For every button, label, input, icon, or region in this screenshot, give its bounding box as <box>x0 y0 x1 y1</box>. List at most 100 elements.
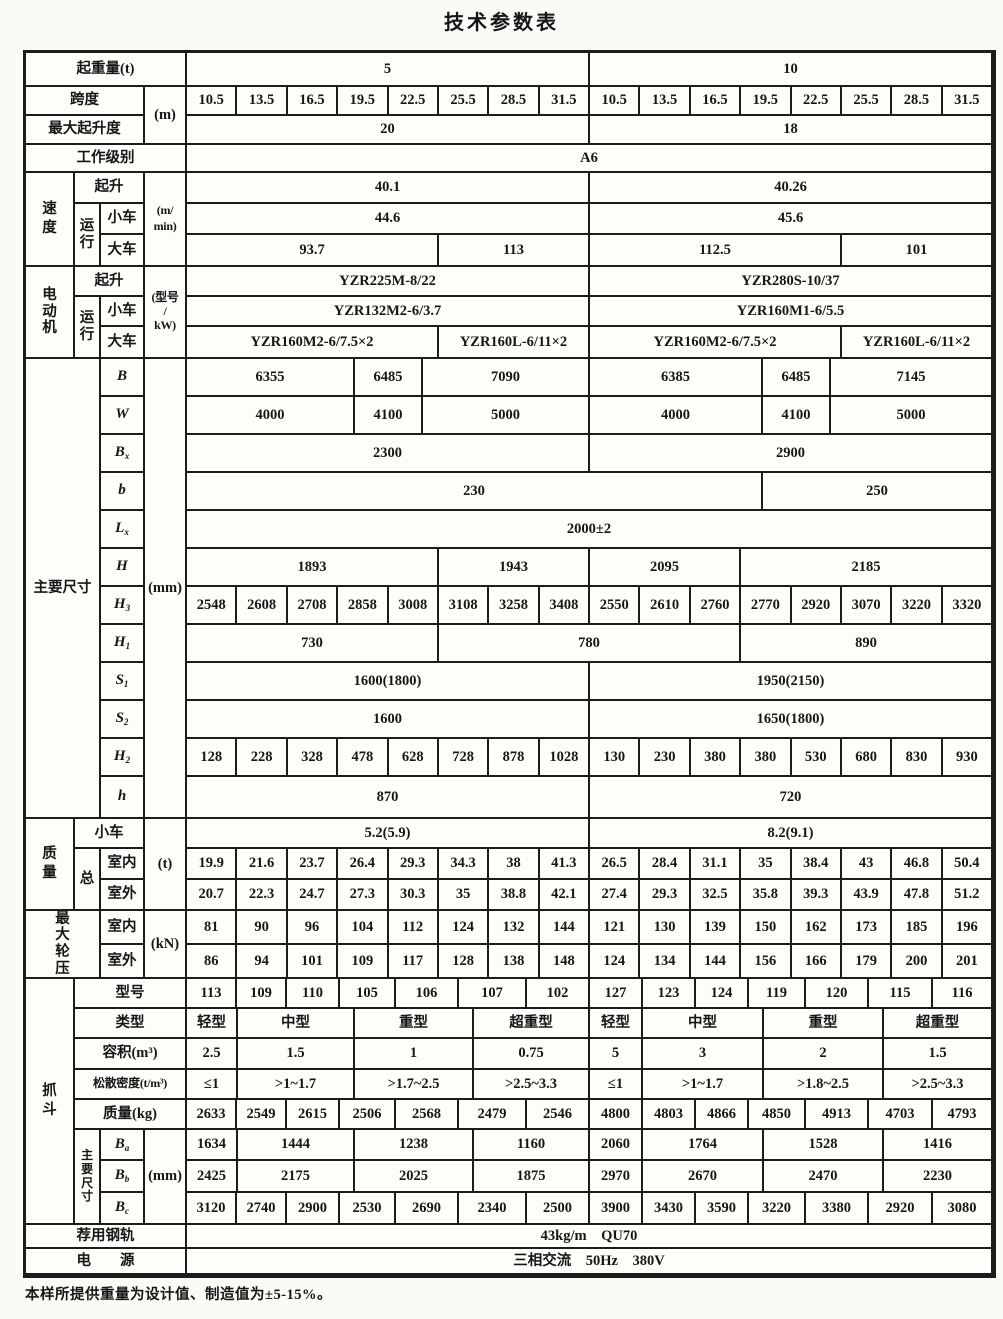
table-cell: 628 <box>388 739 439 777</box>
table-cell: 3590 <box>696 1193 749 1225</box>
table-cell: 2548 <box>187 587 238 625</box>
cell-text: 最大起升度 <box>48 121 121 138</box>
cell-text: 容积(m³) <box>102 1045 158 1062</box>
cell-text: 5000 <box>491 406 520 423</box>
table-cell: 101 <box>842 235 993 267</box>
cell-text: 1528 <box>808 1136 838 1153</box>
table-cell: 109 <box>338 945 389 979</box>
cell-text: 109 <box>250 984 272 1001</box>
table-cell: 19.5 <box>741 87 792 116</box>
table-group: YZR225M-8/22 YZR280S-10/37 <box>187 267 993 297</box>
cell-text: 5 <box>611 1045 620 1062</box>
row-label: 跨度 <box>26 87 145 116</box>
row-wheel-load-indoor: 81 90 96 104 112 124 132 144 121 130 139 150 162 173 1… <box>187 911 993 945</box>
row-total-mass-indoor: 19.9 21.6 23.7 26.4 29.3 34.3 38 41.3 26.5 28.4 31… <box>187 849 993 880</box>
table-cell: 2760 <box>690 587 742 625</box>
table-cell: 201 <box>942 945 993 979</box>
table-group: 跨度 最大起升度 <box>26 87 145 145</box>
row-label: 室内 <box>101 849 145 880</box>
cell-text: 124 <box>452 918 474 935</box>
table-cell: 105 <box>340 979 396 1009</box>
table-cell: YZR160L-6/11×2 <box>842 327 993 359</box>
table-cell: 130 <box>590 739 641 777</box>
cell-text: 小车 <box>94 824 124 841</box>
cell-text: 2506 <box>352 1105 382 1122</box>
table-cell: 32.5 <box>690 880 742 911</box>
cell-text: 93.7 <box>299 241 325 258</box>
cell-text: 2425 <box>197 1167 226 1184</box>
table-cell: 120 <box>806 979 869 1009</box>
cell-text: 2708 <box>297 596 327 613</box>
cell-text: 166 <box>804 952 827 969</box>
cell-text: 31.5 <box>954 92 980 109</box>
table-cell: 680 <box>841 739 893 777</box>
table-cell: 6385 <box>590 359 763 397</box>
cell-text: 179 <box>855 952 877 969</box>
table-cell: 1416 <box>884 1130 993 1161</box>
table-cell: YZR160M2-6/7.5×2 <box>187 327 439 359</box>
table-cell: 31.5 <box>539 87 590 116</box>
table-cell: 179 <box>841 945 893 979</box>
table-cell: 148 <box>539 945 590 979</box>
table-cell: YZR280S-10/37 <box>590 267 993 297</box>
table-cell: 830 <box>892 739 943 777</box>
table-cell: 94 <box>237 945 288 979</box>
table-cell: 4100 <box>763 397 831 435</box>
cell-text: 35 <box>758 855 773 872</box>
table-cell: 超重型 <box>884 1009 993 1039</box>
table-cell: 22.5 <box>388 87 439 116</box>
row-H2: 128 228 328 478 628 728 878 1028 130 230 380 380 530… <box>187 739 993 777</box>
table-cell: 930 <box>942 739 993 777</box>
cell-text: 跨度 <box>70 92 99 109</box>
cell-text: 3258 <box>498 596 528 613</box>
cell-text: 6355 <box>255 368 285 385</box>
cell-text: 104 <box>351 918 374 935</box>
cell-text: 138 <box>502 952 525 969</box>
cell-text: YZR160M1-6/5.5 <box>736 302 845 319</box>
cell-text: 10.5 <box>601 92 627 109</box>
cell-text: 42.1 <box>551 886 577 903</box>
cell-text: 150 <box>754 918 777 935</box>
cell-text: >1.7~2.5 <box>387 1075 440 1092</box>
cell-text: A6 <box>580 149 598 166</box>
table-cell: 380 <box>741 739 792 777</box>
cell-text: 19.5 <box>349 92 375 109</box>
row-label: 运 行 <box>75 204 101 267</box>
cell-text: >1~1.7 <box>681 1075 724 1092</box>
cell-text: 室内 <box>107 855 137 872</box>
cell-text: 2 <box>819 1045 827 1062</box>
cell-text: 1634 <box>197 1136 226 1153</box>
cell-text: 46.8 <box>903 855 930 872</box>
cell-text: 3900 <box>601 1199 630 1216</box>
cell-text: 16.5 <box>299 92 325 109</box>
row-label: 松散密度(t/m³) <box>75 1070 187 1100</box>
cell-text: 81 <box>203 918 219 935</box>
cell-text: YZR225M-8/22 <box>339 272 436 289</box>
cell-text: 松散密度(t/m³) <box>93 1076 167 1091</box>
cell-text: >1~1.7 <box>274 1075 317 1092</box>
table-cell: 19.9 <box>187 849 238 880</box>
cell-text: 5000 <box>896 406 926 423</box>
cell-text: 6385 <box>661 368 690 385</box>
cell-text: 7145 <box>896 368 926 385</box>
cell-text: 2770 <box>750 596 780 613</box>
page-title: 技术参数表 <box>444 12 559 34</box>
table-cell: 24.7 <box>287 880 339 911</box>
cell-text: 1875 <box>516 1167 546 1184</box>
table-cell: 5 <box>187 53 590 87</box>
table-cell: 27.4 <box>590 880 641 911</box>
row-label: 荐用钢轨 <box>26 1225 187 1249</box>
cell-text: 20 <box>380 121 395 138</box>
table-cell: 128 <box>438 945 490 979</box>
table-cell: 28.5 <box>489 87 540 116</box>
table-cell: 113 <box>187 979 237 1009</box>
band-grab-bucket: 抓 斗型号 113 109 110 105 106 107 102 127 123 124 119 12… <box>26 979 993 1225</box>
table-cell: 3430 <box>643 1193 696 1225</box>
cell-text: 2920 <box>885 1199 915 1216</box>
cell-text: 35 <box>455 886 471 903</box>
cell-text: H <box>113 634 126 651</box>
table-cell: 2000±2 <box>187 511 993 549</box>
table-cell: 7145 <box>831 359 993 397</box>
cell-text: 102 <box>546 984 569 1001</box>
